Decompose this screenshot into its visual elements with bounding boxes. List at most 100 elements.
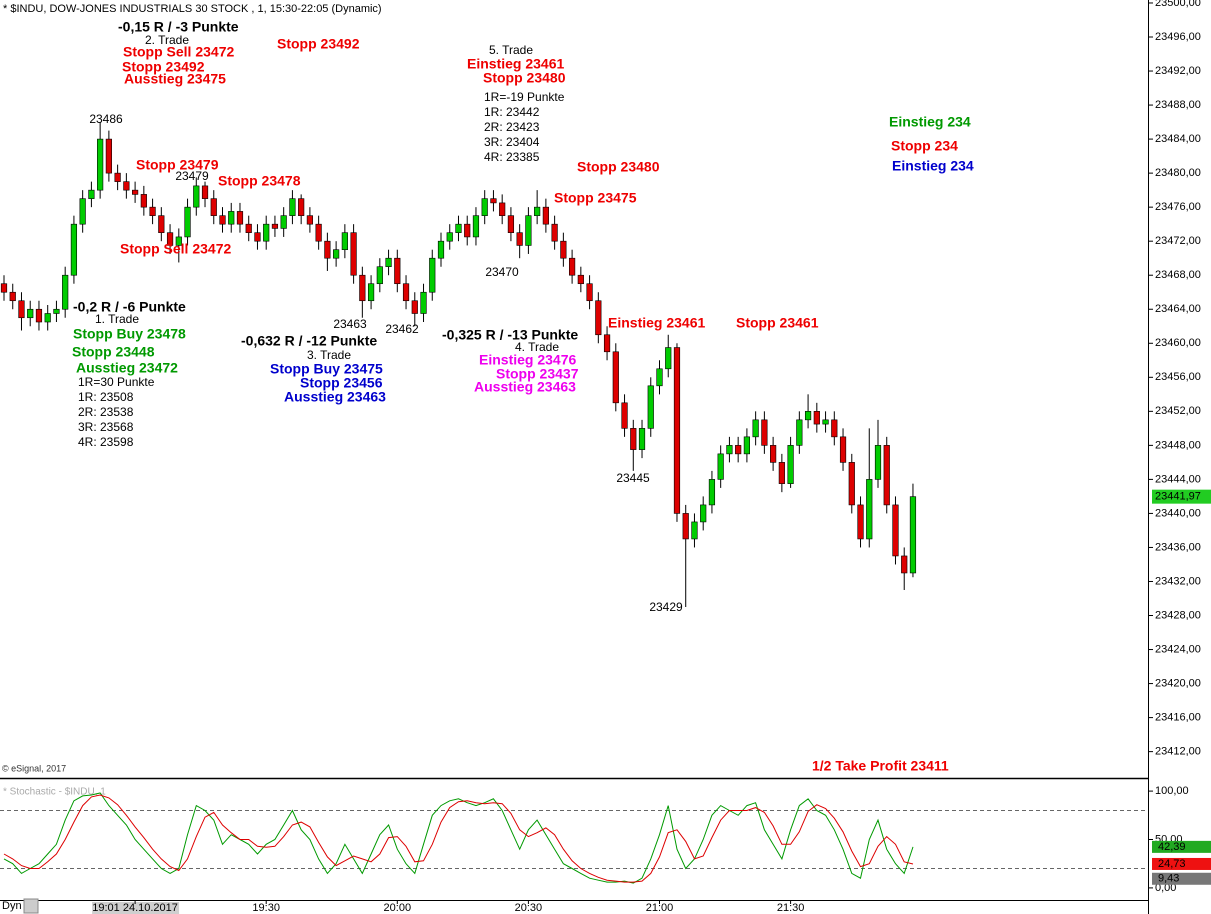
last-price-label: 23441,97 bbox=[1155, 491, 1201, 503]
annotation: Stopp 23461 bbox=[736, 315, 819, 331]
x-tick-label: 19:01 24.10.2017 bbox=[92, 902, 178, 914]
y-tick-label: 23492,00 bbox=[1155, 65, 1201, 77]
candle-body bbox=[735, 445, 742, 455]
annotation: Stopp Sell 23472 bbox=[123, 44, 234, 60]
x-tick-label: 19:30 bbox=[252, 902, 280, 914]
candle-body bbox=[534, 206, 541, 216]
annotation: Einstieg 234 bbox=[889, 114, 971, 130]
annotation: 1R=30 Punkte bbox=[78, 375, 155, 389]
candle-body bbox=[813, 411, 820, 425]
annotation: 2. Trade bbox=[145, 33, 189, 47]
candle-body bbox=[499, 202, 506, 216]
candle-body bbox=[796, 419, 803, 446]
candle-body bbox=[708, 479, 716, 506]
candle-body bbox=[394, 257, 401, 285]
candle-body bbox=[848, 462, 855, 506]
candle-body bbox=[446, 232, 453, 242]
candle-body bbox=[97, 138, 104, 191]
annotation: 4. Trade bbox=[515, 340, 559, 354]
candle-body bbox=[245, 223, 252, 233]
candle-body bbox=[0, 283, 8, 293]
candle-body bbox=[883, 445, 890, 506]
candle-body bbox=[27, 308, 34, 319]
candle-body bbox=[123, 181, 130, 191]
candle-body bbox=[516, 232, 523, 246]
candle-body bbox=[472, 215, 480, 238]
price-label: 23445 bbox=[616, 471, 650, 485]
candle-body bbox=[691, 521, 698, 540]
candle-body bbox=[665, 347, 672, 370]
annotation: -0,632 R / -12 Punkte bbox=[241, 333, 377, 349]
candle-body bbox=[254, 232, 261, 242]
annotation: Stopp 23480 bbox=[577, 159, 660, 175]
candle-body bbox=[263, 223, 270, 242]
candle-body bbox=[271, 223, 279, 229]
candle-body bbox=[201, 185, 209, 199]
candle-body bbox=[35, 308, 43, 323]
candle-body bbox=[44, 313, 51, 323]
candle-body bbox=[542, 206, 549, 225]
y-tick-label: 23472,00 bbox=[1155, 235, 1201, 247]
stochastic-line bbox=[3, 792, 914, 884]
candle-body bbox=[280, 215, 287, 229]
y-tick-label: 23496,00 bbox=[1155, 31, 1201, 43]
price-label: 23479 bbox=[175, 169, 209, 183]
candle-body bbox=[62, 274, 69, 310]
annotation: 2R: 23423 bbox=[484, 120, 540, 134]
annotation: Einstieg 23476 bbox=[479, 352, 576, 368]
candle-body bbox=[726, 445, 733, 455]
candle-body bbox=[630, 428, 637, 450]
annotation: 4R: 23598 bbox=[78, 435, 134, 449]
annotation: Stopp 23437 bbox=[496, 366, 579, 382]
candle-body bbox=[717, 453, 724, 480]
annotation: Stopp 23492 bbox=[277, 36, 360, 52]
candle-body bbox=[787, 445, 794, 484]
candle-body bbox=[149, 206, 156, 216]
annotation: 3R: 23404 bbox=[484, 135, 540, 149]
candle-body bbox=[193, 185, 200, 208]
candle-body bbox=[298, 198, 305, 216]
value-box-label: 24,73 bbox=[1158, 858, 1186, 870]
annotation: Ausstieg 23475 bbox=[124, 71, 226, 87]
candle-body bbox=[140, 194, 147, 208]
annotation: 3. Trade bbox=[307, 348, 351, 362]
candle-body bbox=[376, 266, 383, 285]
candle-body bbox=[9, 291, 16, 302]
annotation: Ausstieg 23463 bbox=[474, 379, 576, 395]
candle-body bbox=[822, 419, 829, 425]
candle-body bbox=[866, 479, 873, 540]
candle-body bbox=[350, 232, 357, 276]
annotation: 3R: 23568 bbox=[78, 420, 134, 434]
annotation: 1R: 23508 bbox=[78, 390, 134, 404]
y-tick-label: 23488,00 bbox=[1155, 99, 1201, 111]
y-tick-label: 23412,00 bbox=[1155, 746, 1201, 758]
x-tick-label: 21:00 bbox=[646, 902, 674, 914]
candle-body bbox=[315, 223, 322, 242]
candle-body bbox=[700, 504, 707, 523]
candle-body bbox=[507, 215, 515, 233]
annotation: 2R: 23538 bbox=[78, 405, 134, 419]
candle-body bbox=[184, 206, 191, 238]
candle-body bbox=[673, 347, 681, 514]
copyright: © eSignal, 2017 bbox=[2, 763, 66, 773]
y-tick-label: 0,00 bbox=[1155, 882, 1176, 894]
mode-icon[interactable] bbox=[23, 898, 39, 914]
candle-body bbox=[804, 411, 812, 421]
candle-body bbox=[385, 257, 392, 268]
stochastic-title: * Stochastic - $INDU, 1 bbox=[3, 787, 106, 798]
candle-body bbox=[341, 232, 348, 250]
candle-body bbox=[114, 172, 121, 182]
candle-body bbox=[770, 445, 777, 463]
candle-body bbox=[752, 419, 759, 438]
candle-body bbox=[18, 300, 25, 319]
annotation: Stopp 23475 bbox=[554, 190, 637, 206]
value-box-label: 9,43 bbox=[1158, 873, 1179, 885]
candle-body bbox=[874, 445, 882, 480]
candle-body bbox=[289, 198, 296, 216]
mode-label: Dyn bbox=[2, 900, 22, 912]
y-tick-label: 100,00 bbox=[1155, 785, 1189, 797]
candle-body bbox=[909, 496, 917, 574]
annotation: Stopp 23448 bbox=[72, 344, 155, 360]
candle-body bbox=[306, 215, 314, 225]
